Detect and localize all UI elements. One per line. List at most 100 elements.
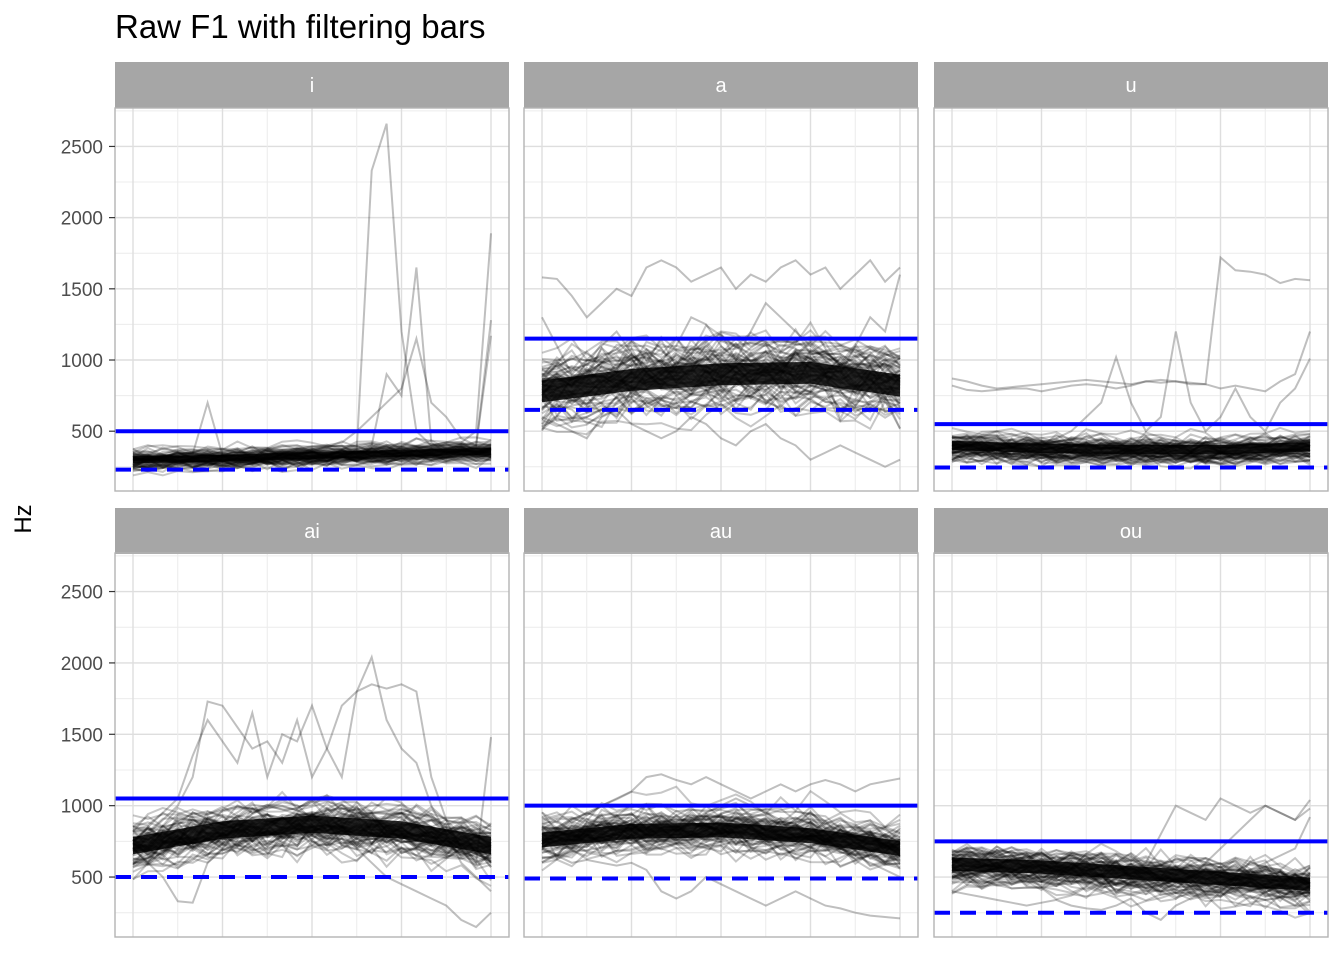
series-lines: [951, 797, 1311, 922]
token-line: [132, 455, 492, 473]
token-line: [541, 808, 901, 842]
facet-strip: [934, 508, 1328, 554]
token-line: [132, 793, 492, 827]
token-line: [951, 877, 1311, 913]
outlier-line-2: [132, 123, 492, 461]
token-density-core: [542, 822, 900, 856]
token-line: [132, 448, 492, 470]
facet-strip: [115, 508, 509, 554]
outlier-line-4: [951, 331, 1311, 450]
token-line: [541, 344, 901, 379]
token-line: [132, 437, 492, 455]
token-line: [541, 830, 901, 864]
token-line: [132, 442, 492, 459]
token-line: [541, 803, 901, 830]
token-line: [951, 426, 1311, 445]
outlier-line-3: [541, 847, 901, 920]
token-line: [541, 836, 901, 869]
facet-panel-ai: ai 500 1000 1500 2000 2500: [61, 508, 510, 938]
y-tick-label: 1000: [61, 797, 103, 818]
facet-panel-u: u: [933, 62, 1329, 492]
token-line: [951, 842, 1311, 875]
facet-strip-label: ou: [1120, 521, 1142, 543]
token-line: [951, 873, 1311, 901]
token-line: [541, 381, 901, 411]
facet-strip-label: i: [310, 75, 314, 97]
facet-strip: [524, 62, 918, 108]
chart-title: Raw F1 with filtering bars: [115, 8, 486, 45]
token-line: [541, 803, 901, 835]
series-lines: [132, 123, 492, 477]
token-line: [132, 453, 492, 469]
panel-border: [523, 552, 919, 938]
token-line: [132, 805, 492, 840]
token-line: [951, 879, 1311, 919]
facet-strip-label: u: [1125, 75, 1136, 97]
token-line: [132, 449, 492, 470]
token-line: [541, 383, 901, 424]
outlier-line-3: [951, 331, 1311, 393]
token-line: [541, 342, 901, 388]
token-line: [132, 443, 492, 461]
outlier-line-2: [541, 258, 901, 319]
token-line: [541, 330, 901, 373]
token-line: [541, 839, 901, 872]
facet-panel-au: au: [523, 508, 919, 938]
token-line: [132, 824, 492, 863]
token-line: [951, 430, 1311, 447]
token-line: [541, 829, 901, 863]
token-line: [951, 846, 1311, 883]
y-tick-label: 2500: [61, 583, 103, 604]
token-line: [951, 432, 1311, 448]
token-line: [951, 448, 1311, 465]
token-line: [951, 858, 1311, 887]
token-line: [951, 863, 1311, 894]
y-tick-label: 500: [71, 868, 103, 889]
y-tick-label: 2000: [61, 209, 103, 230]
token-density-core: [133, 447, 491, 464]
token-line: [541, 327, 901, 367]
token-line: [132, 454, 492, 469]
token-line: [951, 875, 1311, 909]
panel-border: [114, 107, 510, 492]
token-line: [951, 447, 1311, 464]
token-line: [951, 452, 1311, 468]
outlier-line-3: [133, 267, 492, 461]
y-tick-label: 500: [71, 422, 103, 443]
token-line: [951, 448, 1311, 463]
token-line: [541, 334, 901, 380]
token-line: [132, 442, 492, 459]
token-line: [541, 399, 901, 436]
token-line: [951, 850, 1311, 885]
token-density-core: [952, 857, 1310, 891]
token-line: [541, 350, 901, 385]
panel-border: [933, 107, 1329, 492]
token-line: [951, 872, 1311, 901]
token-line: [132, 805, 492, 835]
token-density-core: [952, 440, 1310, 455]
outlier-line-4: [132, 818, 492, 929]
outlier-line-2: [951, 255, 1311, 390]
token-line: [132, 827, 492, 870]
token-line: [951, 874, 1311, 916]
token-line: [132, 451, 492, 470]
token-line: [132, 831, 492, 869]
token-line: [132, 443, 492, 460]
token-line: [951, 845, 1311, 880]
token-line: [951, 845, 1311, 885]
token-density-core: [542, 361, 900, 403]
series-lines: [951, 255, 1311, 470]
token-line: [132, 839, 492, 887]
facet-strip-label: ai: [304, 521, 320, 543]
facet-strip-label: au: [710, 521, 732, 543]
series-lines: [132, 654, 492, 929]
outlier-line-3: [951, 816, 1311, 922]
token-line: [951, 868, 1311, 900]
token-line: [951, 883, 1311, 910]
facet-strip: [524, 508, 918, 554]
token-line: [951, 430, 1311, 453]
token-line: [541, 350, 901, 388]
token-line: [951, 434, 1311, 451]
token-line: [132, 442, 492, 460]
